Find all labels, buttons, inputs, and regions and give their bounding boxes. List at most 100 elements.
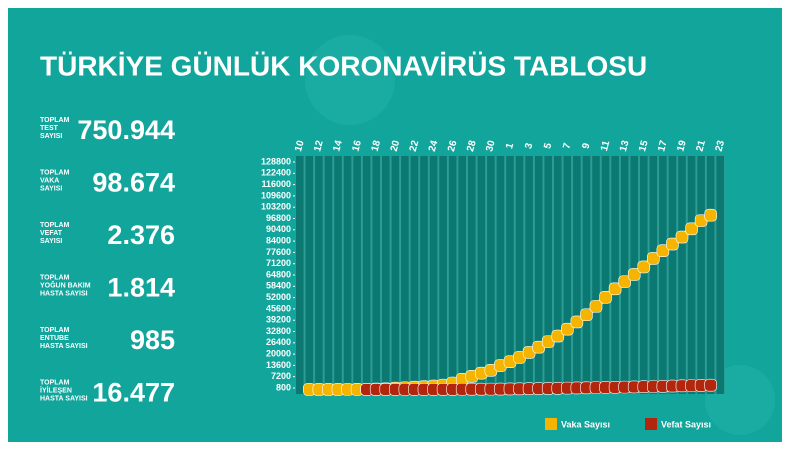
y-tick-label: 20000: [266, 348, 291, 358]
legend-label: Vaka Sayısı: [561, 419, 610, 429]
column-stripe: [334, 156, 342, 394]
column-stripe: [659, 156, 667, 394]
x-tick-label: 23: [714, 139, 728, 153]
y-tick-label: 122400: [261, 168, 291, 178]
column-stripe: [296, 156, 304, 394]
stat-label: TOPLAM: [40, 327, 70, 334]
y-tick-label: 58400: [266, 281, 291, 291]
column-stripe: [620, 156, 629, 394]
x-tick-label: 11: [599, 139, 612, 152]
column-stripe: [534, 156, 543, 394]
stat-label: HASTA SAYISI: [40, 395, 88, 402]
column-stripe: [448, 156, 457, 394]
y-tick-label: 77600: [266, 247, 291, 257]
stat-label: SAYISI: [40, 185, 62, 192]
column-stripe: [515, 156, 524, 394]
column-stripe: [506, 156, 514, 394]
stat-label: TOPLAM: [40, 274, 70, 281]
point-marker: [589, 300, 603, 313]
point-marker: [675, 230, 689, 244]
title: TÜRKİYE GÜNLÜK KORONAVİRÜS TABLOSU: [40, 50, 647, 81]
y-tick-label: 71200: [266, 258, 291, 268]
column-stripe: [487, 156, 495, 394]
x-tick-label: 14: [331, 139, 345, 153]
x-tick-label: 21: [694, 139, 708, 153]
point-marker: [666, 237, 679, 251]
point-marker: [561, 322, 574, 336]
column-stripe: [410, 156, 419, 394]
column-stripe: [563, 156, 572, 394]
stat-label: HASTA SAYISI: [40, 290, 88, 297]
column-stripe: [324, 156, 333, 394]
y-tick-label: 64800: [266, 269, 291, 279]
x-tick-label: 10: [293, 139, 307, 153]
column-stripe: [429, 156, 438, 394]
point-marker: [570, 315, 584, 329]
column-stripe: [668, 156, 677, 394]
point-marker: [580, 308, 593, 322]
column-stripe: [706, 156, 715, 394]
y-tick-label: 116000: [261, 179, 291, 189]
x-tick-label: 30: [484, 139, 498, 153]
column-stripe: [687, 156, 696, 394]
stat-label: SAYISI: [40, 238, 62, 245]
y-tick-label: 26400: [266, 337, 291, 347]
stat-value: 16.477: [92, 378, 175, 408]
column-stripe: [640, 156, 648, 394]
point-marker: [627, 268, 641, 281]
column-stripe: [525, 156, 533, 394]
point-marker: [704, 208, 717, 222]
column-stripe: [372, 156, 380, 394]
column-stripe: [496, 156, 505, 394]
stat-label: ENTUBE: [40, 335, 69, 342]
y-tick-label: 7200: [271, 371, 291, 381]
x-tick-label: 5: [542, 142, 554, 151]
virus-decoration: [305, 35, 395, 125]
column-stripe: [362, 156, 371, 394]
stat-label: SAYISI: [40, 133, 62, 140]
legend-swatch: [645, 418, 657, 430]
x-tick-label: 28: [465, 139, 479, 153]
y-tick-label: 39200: [266, 315, 291, 325]
stat-label: VAKA: [40, 177, 59, 184]
stat-value: 1.814: [107, 273, 175, 303]
column-stripe: [439, 156, 447, 394]
stat-label: TOPLAM: [40, 117, 70, 124]
column-stripe: [649, 156, 658, 394]
stat-value: 98.674: [92, 168, 175, 198]
column-stripe: [697, 156, 705, 394]
point-marker: [599, 291, 612, 304]
stat-label: TEST: [40, 125, 59, 132]
column-stripe: [343, 156, 352, 394]
y-tick-label: 90400: [266, 224, 291, 234]
column-stripe: [382, 156, 390, 394]
column-stripe: [468, 156, 476, 394]
point-marker: [608, 282, 622, 296]
y-tick-label: 128800: [261, 156, 291, 166]
y-tick-label: 109600: [261, 190, 291, 200]
column-stripe: [611, 156, 619, 394]
column-stripe: [353, 156, 361, 394]
y-tick-label: 52000: [266, 292, 291, 302]
x-tick-label: 16: [350, 139, 364, 153]
legend-label: Vefat Sayısı: [661, 419, 711, 429]
stat-label: YOĞUN BAKIM: [40, 280, 91, 289]
x-tick-label: 9: [581, 142, 593, 151]
column-stripe: [315, 156, 323, 394]
x-tick-label: 19: [675, 139, 689, 153]
point-marker: [637, 260, 651, 274]
column-stripe: [678, 156, 686, 394]
stat-value: 2.376: [107, 220, 175, 250]
stat-label: TOPLAM: [40, 379, 70, 386]
x-tick-label: 22: [408, 139, 422, 153]
column-stripe: [601, 156, 610, 394]
stat-label: HASTA SAYISI: [40, 343, 88, 350]
column-stripe: [592, 156, 600, 394]
point-marker: [618, 275, 631, 288]
stat-value: 750.944: [77, 115, 175, 145]
y-tick-label: 96800: [266, 213, 291, 223]
x-tick-label: 18: [370, 139, 384, 153]
point-marker: [656, 244, 670, 258]
